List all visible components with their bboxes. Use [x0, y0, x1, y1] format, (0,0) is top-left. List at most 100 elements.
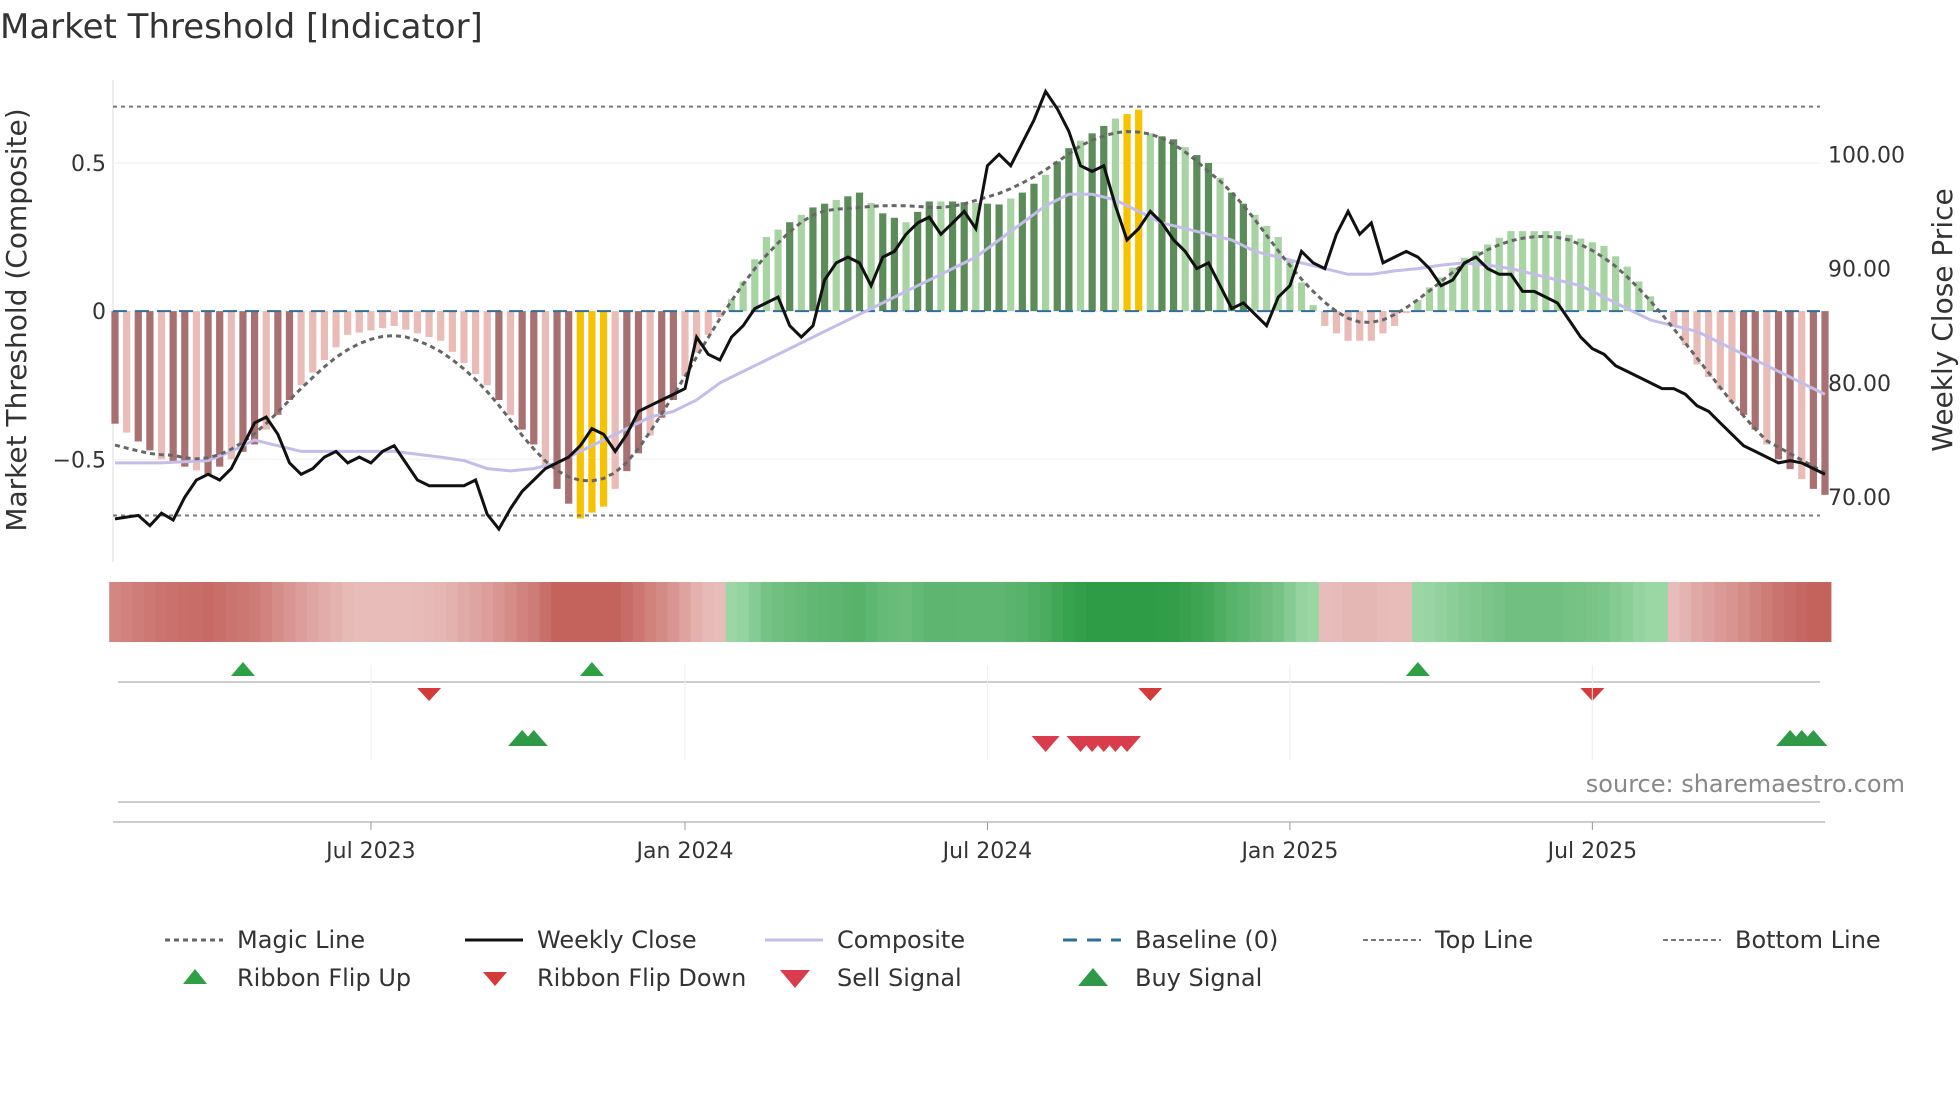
ribbon-cell: [1353, 582, 1367, 642]
composite-bar: [425, 311, 433, 338]
ribbon-cell: [504, 582, 517, 642]
ribbon-cell: [702, 582, 715, 642]
x-tick-label: Jan 2025: [1239, 839, 1338, 864]
ribbon-cell: [1574, 582, 1588, 642]
composite-bar: [634, 311, 643, 454]
composite-bar: [355, 311, 363, 333]
composite-bar: [867, 202, 875, 312]
ribbon-cell: [888, 582, 901, 642]
ribbon-cell: [900, 582, 913, 642]
composite-bar: [1100, 125, 1108, 312]
composite-bar: [1542, 231, 1550, 312]
composite-bar: [1612, 256, 1620, 312]
ribbon-cell: [493, 582, 506, 642]
composite-bar: [1390, 311, 1399, 326]
legend-key-flip-up: [183, 969, 207, 984]
ribbon-cell: [725, 582, 738, 642]
y2-tick-label: 70.00: [1828, 486, 1891, 511]
ribbon-cell: [1702, 582, 1716, 642]
magic-line: [114, 129, 1826, 483]
composite-bar: [437, 311, 445, 341]
composite-bar: [1344, 311, 1352, 341]
ribbon-cell: [1028, 582, 1041, 642]
composite-bar: [1146, 133, 1154, 312]
ribbon-cell: [1656, 582, 1669, 642]
composite-bar: [646, 311, 654, 436]
ribbon-cell: [248, 582, 262, 642]
ribbon-cell: [1191, 582, 1204, 642]
composite-bar: [157, 311, 166, 460]
ribbon-cell: [1819, 582, 1832, 642]
composite-bar: [274, 311, 282, 415]
ribbon-cell: [923, 582, 936, 642]
composite-bar: [1809, 311, 1817, 489]
composite-bar: [844, 196, 852, 312]
composite-bar: [797, 214, 805, 312]
composite-bar: [460, 311, 468, 363]
ribbon-cell: [318, 582, 331, 642]
y-tick-label: 0.5: [71, 152, 106, 177]
composite-bar: [262, 311, 270, 430]
composite-bar: [541, 311, 550, 467]
x-tick-label: Jul 2025: [1546, 839, 1638, 864]
ribbon-flip-down-marker: [1138, 688, 1163, 701]
ribbon-cell: [120, 582, 134, 642]
ribbon-cell: [1109, 582, 1122, 642]
composite-bar: [658, 311, 666, 418]
composite-bar: [727, 299, 736, 312]
ribbon-cell: [690, 582, 704, 642]
ribbon-cell: [341, 582, 355, 642]
composite-bar: [879, 213, 887, 312]
ribbon-cell: [1097, 582, 1111, 642]
composite-bar: [1321, 311, 1329, 326]
ribbon-cell: [748, 582, 762, 642]
composite-bar: [948, 201, 957, 312]
composite-bar: [1042, 174, 1050, 312]
ribbon-cell: [260, 582, 273, 642]
composite-bar: [1728, 311, 1736, 403]
composite-bar: [716, 311, 724, 318]
composite-bar: [111, 311, 119, 424]
composite-bar: [599, 311, 608, 507]
ribbon-cell: [1667, 582, 1681, 642]
x-tick-label: Jul 2023: [324, 839, 416, 864]
ribbon-cell: [574, 582, 587, 642]
composite-bar: [402, 311, 410, 330]
composite-bar: [1414, 300, 1422, 312]
composite-bar: [1553, 231, 1562, 312]
y-axis-label: Market Threshold (Composite): [0, 108, 33, 531]
composite-bar: [483, 311, 491, 386]
legend-label: Baseline (0): [1135, 926, 1278, 954]
composite-bar: [134, 311, 142, 442]
ribbon-cell: [760, 582, 773, 642]
ribbon-cell: [190, 582, 203, 642]
ribbon-cell: [1714, 582, 1727, 642]
composite-bar: [1821, 311, 1829, 495]
ribbon-cell: [109, 582, 122, 642]
composite-bar: [1030, 183, 1038, 312]
source-label: source: sharemaestro.com: [1586, 770, 1905, 798]
ribbon-cell: [1737, 582, 1750, 642]
legend-label: Ribbon Flip Up: [237, 964, 411, 992]
legend-key-flip-down: [483, 972, 507, 986]
ribbon-flip-up-marker: [1405, 662, 1430, 676]
ribbon-cell: [330, 582, 343, 642]
ribbon-cell: [481, 582, 494, 642]
x-axis: Jul 2023 Jan 2024 Jul 2024 Jan 2025 Jul 2025: [113, 665, 1825, 864]
ribbon-cell: [1412, 582, 1425, 642]
composite-bar: [285, 311, 294, 400]
composite-bar: [820, 203, 829, 312]
composite-bar: [576, 311, 584, 519]
composite-bar: [1484, 244, 1492, 312]
ribbon-cell: [853, 582, 866, 642]
composite-bar: [1577, 238, 1585, 312]
signal-panel: [118, 730, 1828, 803]
composite-bar: [1123, 114, 1131, 312]
composite-bar: [1425, 287, 1434, 312]
ribbon-cell: [446, 582, 459, 642]
ribbon-cell: [1144, 582, 1157, 642]
composite-bar: [914, 211, 922, 312]
composite-bar: [739, 281, 747, 312]
composite-bar: [227, 311, 235, 460]
sell-signal-marker: [1031, 736, 1060, 752]
